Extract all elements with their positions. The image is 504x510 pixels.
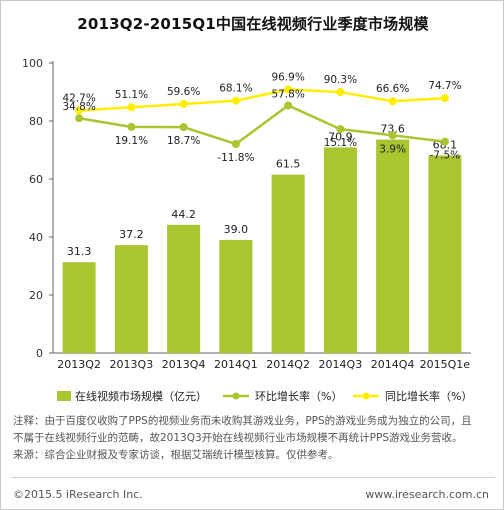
yoy-label: 74.7% bbox=[428, 80, 461, 92]
mom-point bbox=[179, 123, 188, 132]
x-tick-label: 2014Q2 bbox=[266, 358, 310, 371]
y-tick-label: 40 bbox=[29, 231, 43, 244]
x-tick-label: 2013Q4 bbox=[162, 358, 206, 371]
x-tick-label: 2014Q3 bbox=[319, 358, 363, 371]
mom-label: 34.8% bbox=[62, 101, 95, 113]
bar-2015Q1e bbox=[428, 155, 462, 353]
yoy-label: 42.7% bbox=[62, 93, 95, 105]
legend-yoy-marker bbox=[362, 392, 370, 400]
bar-value-label: 61.5 bbox=[276, 158, 301, 171]
chart-svg: 0 20 40 60 80 100 31.3 2013Q2 37.2 2013Q3 44.2 2013… bbox=[22, 57, 472, 403]
chart-title: 2013Q2-2015Q1中国在线视频行业季度市场规模 bbox=[77, 15, 429, 33]
mom-point bbox=[231, 140, 240, 148]
bar-value-label: 37.2 bbox=[119, 228, 144, 241]
x-tick-label: 2015Q1e bbox=[420, 358, 471, 371]
yoy-label: 59.6% bbox=[167, 86, 200, 98]
x-tick-label: 2013Q2 bbox=[57, 358, 101, 371]
bar-2014Q1 bbox=[219, 239, 253, 353]
note-line-1: 注释：由于百度仅收购了PPS的视频业务而未收购其游戏业务，PPS的游戏业务成为独… bbox=[13, 415, 472, 427]
y-tick-label: 60 bbox=[29, 173, 43, 186]
yoy-label: 51.1% bbox=[115, 89, 148, 101]
copyright: ©2015.5 iResearch Inc. bbox=[13, 488, 143, 501]
bar-2013Q3 bbox=[114, 245, 148, 353]
x-tick-label: 2013Q3 bbox=[110, 358, 154, 371]
y-tick-label: 100 bbox=[22, 57, 43, 70]
bar-2014Q2 bbox=[271, 174, 305, 353]
mom-point bbox=[440, 137, 449, 146]
bar-2014Q4 bbox=[376, 139, 410, 353]
bar-2013Q2 bbox=[62, 262, 96, 353]
yoy-point bbox=[388, 97, 397, 106]
mom-label: -7.5% bbox=[430, 150, 460, 162]
mom-point bbox=[75, 114, 84, 123]
yoy-point bbox=[231, 96, 240, 105]
legend-mom-label: 环比增长率（%） bbox=[255, 389, 342, 403]
legend-mom-marker bbox=[232, 392, 240, 400]
yoy-label: 96.9% bbox=[271, 72, 304, 84]
legend-bar-swatch bbox=[57, 391, 71, 401]
bar-value-label: 31.3 bbox=[67, 245, 92, 258]
footer-divider bbox=[11, 477, 495, 478]
yoy-label: 68.1% bbox=[219, 83, 252, 95]
yoy-label: 66.6% bbox=[376, 83, 409, 95]
x-tick-label: 2014Q1 bbox=[214, 358, 258, 371]
x-tick-label: 2014Q4 bbox=[371, 358, 415, 371]
bar-value-label: 39.0 bbox=[224, 223, 249, 236]
y-tick-label: 20 bbox=[29, 289, 43, 302]
mom-point bbox=[388, 131, 397, 140]
note-line-2: 不属于在线视频行业的范畴，故2013Q3开始在线视频行业市场规模不再统计PPS游… bbox=[13, 432, 463, 444]
yoy-point bbox=[440, 94, 449, 103]
mom-label: 3.9% bbox=[379, 143, 406, 155]
yoy-label: 90.3% bbox=[324, 74, 357, 86]
mom-line bbox=[78, 104, 446, 146]
legend-yoy-label: 同比增长率（%） bbox=[385, 389, 472, 403]
mom-point bbox=[336, 125, 345, 134]
y-tick-label: 0 bbox=[36, 347, 43, 360]
bar-value-label: 73.6 bbox=[380, 123, 405, 136]
source-line: 来源：综合企业财报及专家访谈，根据艾瑞统计模型核算。仅供参考。 bbox=[13, 449, 339, 461]
yoy-point bbox=[284, 85, 293, 94]
website: www.iresearch.com.cn bbox=[365, 488, 489, 501]
y-tick-label: 80 bbox=[29, 115, 43, 128]
mom-label: 18.7% bbox=[167, 135, 200, 147]
yoy-point bbox=[179, 99, 188, 108]
bar-value-label: 44.2 bbox=[171, 208, 196, 221]
bar-2014Q3 bbox=[323, 147, 357, 353]
mom-label: 57.8% bbox=[271, 89, 304, 101]
yoy-point bbox=[336, 88, 345, 97]
mom-point bbox=[284, 101, 293, 110]
mom-label: 19.1% bbox=[115, 135, 148, 147]
mom-point bbox=[127, 122, 136, 131]
bar-2013Q4 bbox=[167, 224, 201, 353]
legend-bar-label: 在线视频市场规模（亿元） bbox=[75, 389, 207, 403]
bar-value-label: 70.9 bbox=[328, 130, 353, 143]
notes: 注释：由于百度仅收购了PPS的视频业务而未收购其游戏业务，PPS的游戏业务成为独… bbox=[13, 413, 499, 464]
yoy-point bbox=[127, 103, 136, 112]
yoy-line bbox=[79, 88, 445, 112]
mom-label: -11.8% bbox=[217, 152, 254, 164]
yoy-point bbox=[75, 106, 84, 115]
mom-label: 15.1% bbox=[324, 137, 357, 149]
